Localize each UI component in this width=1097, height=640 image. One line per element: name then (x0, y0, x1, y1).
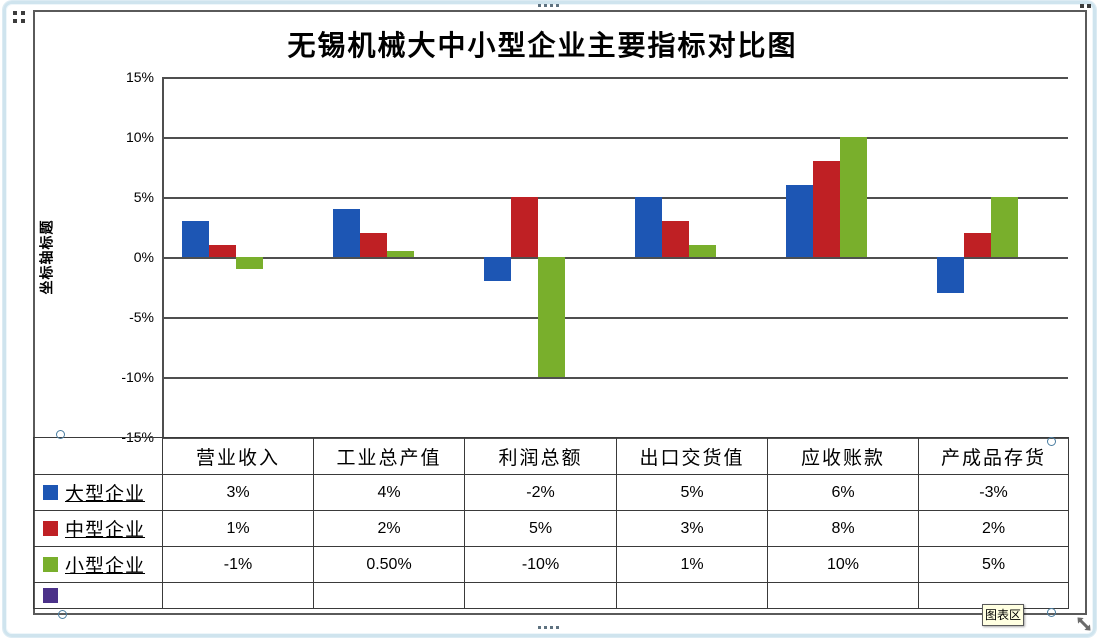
gridline (162, 77, 1068, 79)
gridline (162, 197, 1068, 199)
table-header-cell: 产成品存货 (918, 437, 1069, 475)
y-tick-label: -10% (121, 369, 154, 385)
legend-cell-中型企业: 中型企业 (33, 510, 163, 547)
gridline (162, 137, 1068, 139)
bar-大型企业-应收账款[interactable] (786, 185, 813, 257)
bar-中型企业-营业收入[interactable] (209, 245, 236, 257)
legend-swatch-extra (43, 588, 58, 603)
selection-grip-top-left[interactable] (13, 19, 17, 23)
y-tick-label: 10% (125, 129, 154, 145)
selection-grip-bottom-center[interactable] (538, 626, 541, 629)
table-header-cell: 利润总额 (464, 437, 617, 475)
bar-中型企业-产成品存货[interactable] (964, 233, 991, 257)
selection-grip-bottom-center[interactable] (550, 626, 553, 629)
bar-小型企业-利润总额[interactable] (538, 257, 565, 377)
table-value-cell: 1% (162, 510, 314, 547)
table-value-cell: 2% (313, 510, 465, 547)
y-tick-label: 15% (125, 69, 154, 85)
table-value-cell: 2% (918, 510, 1069, 547)
table-value-cell: 1% (616, 546, 768, 583)
handle-circle-right-top[interactable] (1047, 437, 1056, 446)
selection-grip-top-center[interactable] (550, 4, 553, 7)
table-empty-cell (767, 582, 919, 609)
y-axis-title-text: 坐标轴标题 (40, 219, 55, 295)
handle-circle-right-bottom[interactable] (1047, 608, 1056, 617)
table-value-cell: 6% (767, 474, 919, 511)
bar-中型企业-出口交货值[interactable] (662, 221, 689, 257)
table-header-cell: 出口交货值 (616, 437, 768, 475)
gridline (162, 377, 1068, 379)
table-value-cell: 3% (162, 474, 314, 511)
legend-cell-大型企业: 大型企业 (33, 474, 163, 511)
table-value-cell: -10% (464, 546, 617, 583)
bar-小型企业-产成品存货[interactable] (991, 197, 1018, 257)
table-header-cell: 工业总产值 (313, 437, 465, 475)
legend-swatch (43, 485, 58, 500)
selection-grip-top-center[interactable] (538, 4, 541, 7)
selection-grip-top-left[interactable] (21, 11, 25, 15)
bar-大型企业-利润总额[interactable] (484, 257, 511, 281)
y-tick-label: 5% (133, 189, 154, 205)
legend-cell-extra (33, 582, 163, 609)
legend-swatch (43, 521, 58, 536)
bar-小型企业-应收账款[interactable] (840, 137, 867, 257)
y-tick-label: 0% (133, 249, 154, 265)
bar-大型企业-工业总产值[interactable] (333, 209, 360, 257)
bar-小型企业-营业收入[interactable] (236, 257, 263, 269)
table-value-cell: 8% (767, 510, 919, 547)
legend-label: 中型企业 (65, 520, 146, 541)
table-value-cell: 3% (616, 510, 768, 547)
gridline (162, 317, 1068, 319)
selection-grip-top-right[interactable] (1080, 4, 1084, 8)
plot-area[interactable] (162, 77, 1068, 439)
chart-title[interactable]: 无锡机械大中小型企业主要指标对比图 (287, 30, 798, 61)
legend-label: 小型企业 (65, 556, 146, 577)
bar-中型企业-工业总产值[interactable] (360, 233, 387, 257)
bar-中型企业-应收账款[interactable] (813, 161, 840, 257)
selection-grip-top-center[interactable] (544, 4, 547, 7)
bar-小型企业-工业总产值[interactable] (387, 251, 414, 257)
y-tick-label: -5% (129, 309, 154, 325)
legend-label: 大型企业 (65, 484, 146, 505)
gridline (162, 257, 1068, 259)
bar-中型企业-利润总额[interactable] (511, 197, 538, 257)
selection-grip-bottom-center[interactable] (544, 626, 547, 629)
chart-selection-frame (3, 1, 1096, 637)
table-value-cell: 5% (918, 546, 1069, 583)
table-value-cell: 5% (464, 510, 617, 547)
table-header-cell: 应收账款 (767, 437, 919, 475)
selection-grip-top-left[interactable] (21, 19, 25, 23)
table-value-cell: 0.50% (313, 546, 465, 583)
y-axis-title[interactable]: 坐标轴标题 (30, 77, 62, 437)
table-empty-cell (616, 582, 768, 609)
table-value-cell: -1% (162, 546, 314, 583)
handle-circle-left-top[interactable] (56, 430, 65, 439)
bar-大型企业-营业收入[interactable] (182, 221, 209, 257)
table-value-cell: 4% (313, 474, 465, 511)
table-value-cell: 10% (767, 546, 919, 583)
table-value-cell: -2% (464, 474, 617, 511)
chart-data-table[interactable]: 营业收入 工业总产值 利润总额 出口交货值 应收账款 产成品存货 大型企业 3% 4% -2% 5%… (33, 437, 1069, 609)
selection-grip-top-center[interactable] (556, 4, 559, 7)
selection-grip-bottom-center[interactable] (556, 626, 559, 629)
table-empty-cell (313, 582, 465, 609)
table-header-cell: 营业收入 (162, 437, 314, 475)
legend-swatch (43, 557, 58, 572)
bar-大型企业-产成品存货[interactable] (937, 257, 964, 293)
table-value-cell: -3% (918, 474, 1069, 511)
selection-grip-top-left[interactable] (13, 11, 17, 15)
chart-area-tooltip: 图表区 (982, 604, 1024, 626)
table-corner-cell (33, 437, 163, 475)
selection-grip-top-right[interactable] (1087, 4, 1091, 8)
bar-大型企业-出口交货值[interactable] (635, 197, 662, 257)
legend-cell-小型企业: 小型企业 (33, 546, 163, 583)
bar-小型企业-出口交货值[interactable] (689, 245, 716, 257)
table-value-cell: 5% (616, 474, 768, 511)
table-empty-cell (464, 582, 617, 609)
table-empty-cell (162, 582, 314, 609)
handle-circle-left-bottom[interactable] (58, 610, 67, 619)
diagonal-resize-cursor-icon (1076, 616, 1092, 632)
